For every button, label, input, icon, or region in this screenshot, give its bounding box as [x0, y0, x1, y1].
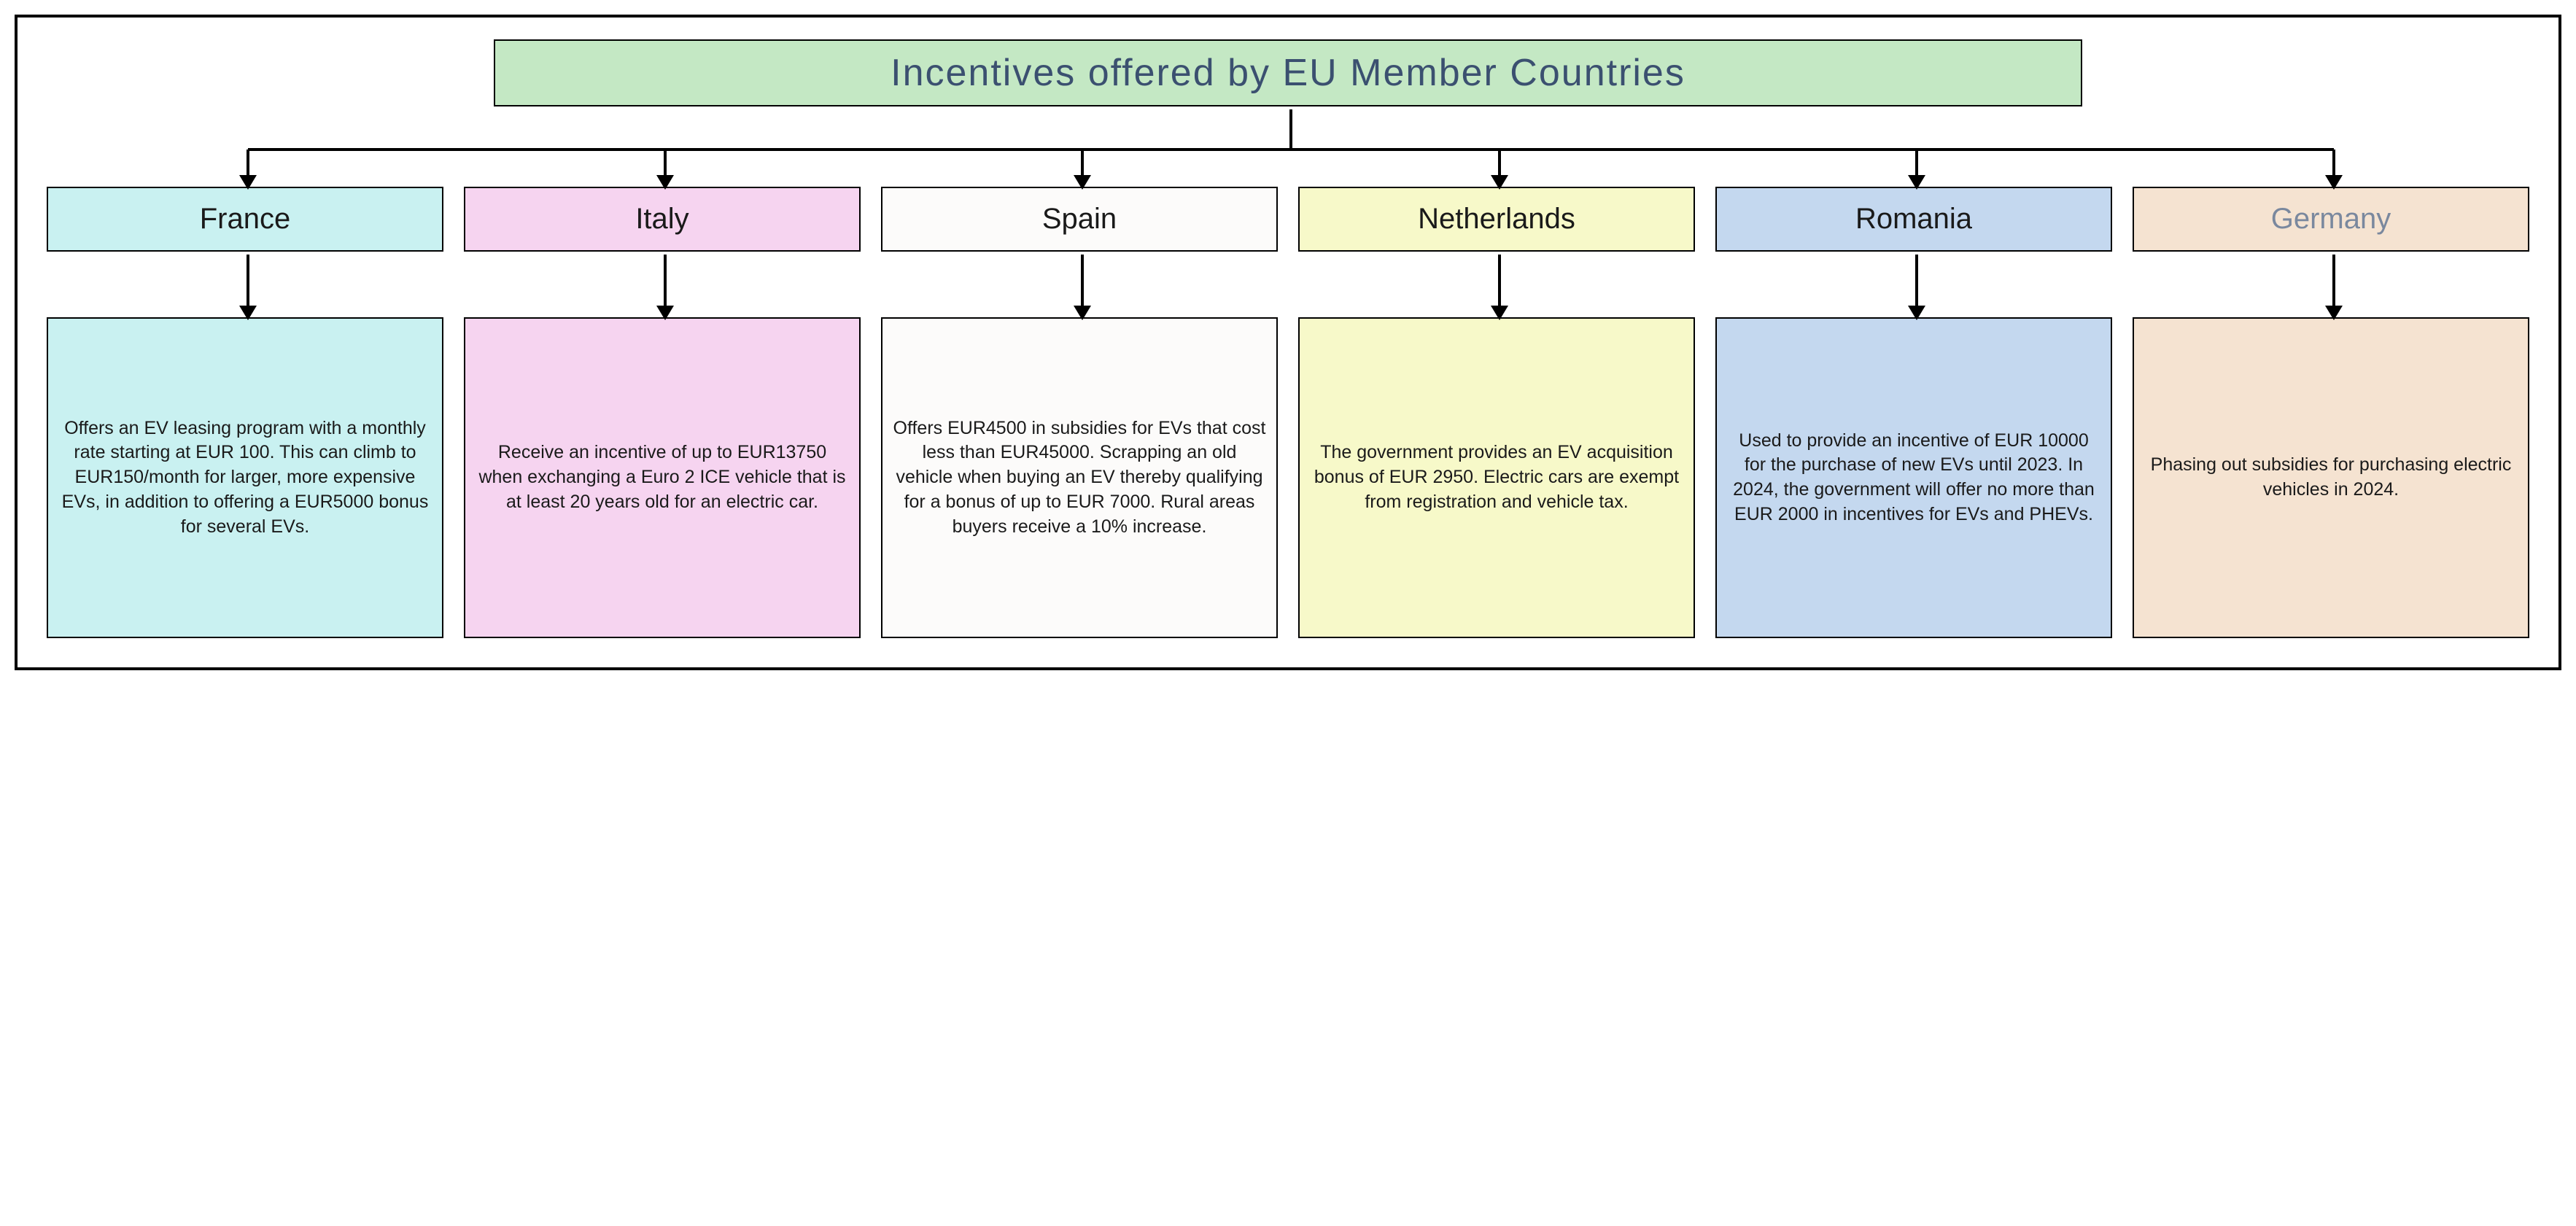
- arrowhead-icon: [2325, 306, 2343, 320]
- column-spain: Spain Offers EUR4500 in subsidies for EVs…: [881, 187, 1278, 638]
- arrowhead-icon: [1491, 175, 1508, 190]
- connector-bus-line: [248, 148, 2334, 151]
- connector-drop: [664, 150, 667, 176]
- country-box-france: France: [47, 187, 443, 252]
- connector-to-desc: [1915, 255, 1918, 307]
- connector-to-desc: [1081, 255, 1084, 307]
- desc-box-spain: Offers EUR4500 in subsidies for EVs that…: [881, 317, 1278, 638]
- arrowhead-icon: [239, 306, 257, 320]
- arrowhead-icon: [239, 175, 257, 190]
- desc-box-netherlands: The government provides an EV acquisitio…: [1298, 317, 1695, 638]
- desc-box-romania: Used to provide an incentive of EUR 1000…: [1715, 317, 2112, 638]
- arrowhead-icon: [2325, 175, 2343, 190]
- desc-box-germany: Phasing out subsidies for purchasing ele…: [2133, 317, 2529, 638]
- arrowhead-icon: [656, 306, 674, 320]
- arrowhead-icon: [1908, 306, 1925, 320]
- country-box-netherlands: Netherlands: [1298, 187, 1695, 252]
- column-germany: Germany Phasing out subsidies for purchas…: [2133, 187, 2529, 638]
- country-box-germany: Germany: [2133, 187, 2529, 252]
- connector-to-desc: [1498, 255, 1501, 307]
- countries-row: France Offers an EV leasing program with …: [47, 187, 2529, 638]
- arrowhead-icon: [1491, 306, 1508, 320]
- connector-stub: [1289, 109, 1292, 150]
- column-france: France Offers an EV leasing program with …: [47, 187, 443, 638]
- arrowhead-icon: [656, 175, 674, 190]
- country-box-spain: Spain: [881, 187, 1278, 252]
- connector-drop: [1915, 150, 1918, 176]
- column-romania: Romania Used to provide an incentive of E…: [1715, 187, 2112, 638]
- connector-drop: [1081, 150, 1084, 176]
- arrowhead-icon: [1074, 175, 1091, 190]
- arrowhead-icon: [1074, 306, 1091, 320]
- country-box-italy: Italy: [464, 187, 861, 252]
- desc-box-italy: Receive an incentive of up to EUR13750 w…: [464, 317, 861, 638]
- diagram-frame: Incentives offered by EU Member Countrie…: [15, 15, 2561, 670]
- connector-to-desc: [247, 255, 249, 307]
- arrowhead-icon: [1908, 175, 1925, 190]
- connector-drop: [247, 150, 249, 176]
- connector-drop: [2332, 150, 2335, 176]
- column-netherlands: Netherlands The government provides an EV…: [1298, 187, 1695, 638]
- desc-box-france: Offers an EV leasing program with a mont…: [47, 317, 443, 638]
- connector-to-desc: [2332, 255, 2335, 307]
- column-italy: Italy Receive an incentive of up to EUR13…: [464, 187, 861, 638]
- diagram-title: Incentives offered by EU Member Countrie…: [494, 39, 2083, 106]
- country-box-romania: Romania: [1715, 187, 2112, 252]
- connector-to-desc: [664, 255, 667, 307]
- connector-drop: [1498, 150, 1501, 176]
